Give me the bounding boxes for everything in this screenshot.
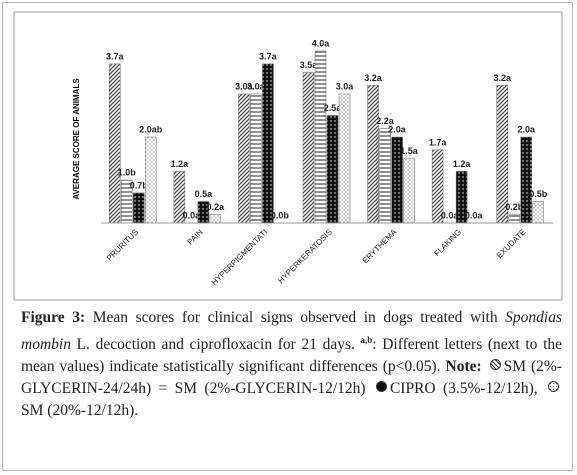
bar xyxy=(508,214,520,224)
value-label: 0.0b xyxy=(271,210,290,220)
value-label: 2.0a xyxy=(388,124,407,134)
legend-icon xyxy=(375,381,387,393)
species: Spondias mombin xyxy=(21,309,563,354)
bar xyxy=(367,85,379,224)
bar xyxy=(532,201,544,224)
value-label: 0.0a xyxy=(183,210,202,220)
value-label: 2.0ab xyxy=(139,124,163,134)
bar xyxy=(262,63,274,224)
value-label: 2.2a xyxy=(376,116,395,126)
value-label: 0.7b xyxy=(130,180,149,190)
value-label: 2.0a xyxy=(517,124,536,134)
value-label: 0.5a xyxy=(195,189,214,199)
value-label: 0.2a xyxy=(207,202,226,212)
figure-frame: AVERAGE SCORE OF ANIMALS 3.7a 1.0b 0.7b 2.0… xyxy=(2,2,573,471)
value-label: 0.2b xyxy=(505,202,524,212)
bar xyxy=(238,93,250,224)
legend-entry: SM (2%-GLYCERIN-24/24h) xyxy=(21,358,563,398)
value-label: 4.0a xyxy=(312,38,331,48)
chart: AVERAGE SCORE OF ANIMALS 3.7a 1.0b 0.7b 2.0… xyxy=(13,11,563,301)
legend-icon xyxy=(548,381,560,393)
caption-text: L. decoction and ciprofloxacin for 21 da… xyxy=(76,336,355,354)
value-label: 0.0a xyxy=(465,210,484,220)
bar xyxy=(302,72,315,224)
bar xyxy=(326,115,339,224)
bar xyxy=(209,214,222,224)
value-label: 3.7a xyxy=(106,51,125,61)
bar xyxy=(338,93,351,224)
caption-text: Mean scores for clinical signs observed … xyxy=(92,309,498,326)
value-label: 3.2a xyxy=(364,73,383,83)
caption-label: Figure 3: xyxy=(21,309,86,326)
value-label: 2.5a xyxy=(324,103,343,113)
note-label: Note: xyxy=(445,358,482,376)
value-label: 1.2a xyxy=(453,159,472,169)
bar xyxy=(109,63,121,224)
bar xyxy=(403,158,415,224)
legend-entry: SM (20%-12/12h) xyxy=(21,402,135,420)
chart-border xyxy=(13,11,563,301)
value-label: 0.0a xyxy=(441,210,460,220)
superscript: a,b xyxy=(360,335,373,345)
caption-join: , xyxy=(533,380,538,398)
legend-entry: SM (2%-GLYCERIN-12/12h) xyxy=(174,380,366,398)
value-label: 3.5a xyxy=(300,60,319,70)
caption-join: = xyxy=(158,380,168,398)
value-label: 3.7a xyxy=(259,51,278,61)
value-label: 3.0a xyxy=(235,81,254,91)
caption: Figure 3: Mean scores for clinical signs… xyxy=(21,307,562,422)
value-label: 1.2a xyxy=(171,159,190,169)
y-axis-title: AVERAGE SCORE OF ANIMALS xyxy=(72,78,81,200)
bar xyxy=(145,136,157,224)
bar xyxy=(133,192,145,224)
value-label: 0.5b xyxy=(529,189,548,199)
caption-text: : Different letters (next to the mean va… xyxy=(21,336,562,376)
value-label: 3.0a xyxy=(247,81,266,91)
caption-join: . xyxy=(134,402,139,420)
legend-icon xyxy=(489,359,501,371)
bar xyxy=(250,93,262,224)
value-label: 1.0b xyxy=(118,167,137,177)
bar xyxy=(314,50,327,224)
value-label: 1.5a xyxy=(400,146,419,156)
value-label: 3.0a xyxy=(336,81,355,91)
value-label: 1.7a xyxy=(429,137,448,147)
bar xyxy=(379,128,391,224)
value-label: 3.2a xyxy=(493,73,512,83)
legend-entry: CIPRO (3.5%-12/12h) xyxy=(389,380,534,398)
bar xyxy=(520,136,532,224)
